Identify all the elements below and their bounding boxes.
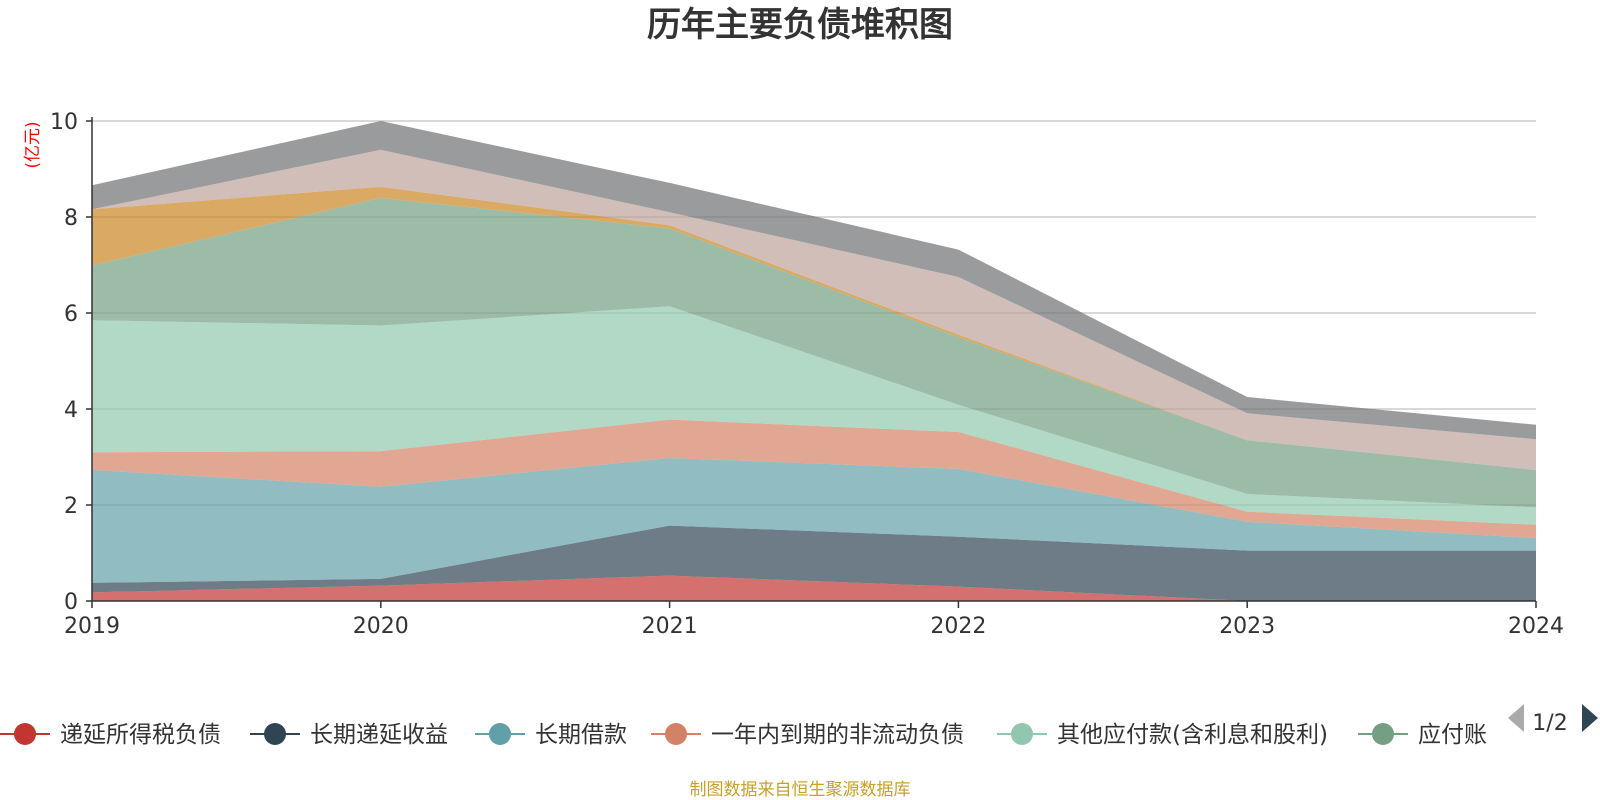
legend-item[interactable]: 一年内到期的非流动负债 bbox=[651, 722, 964, 748]
legend-pager: 1/2 bbox=[1508, 704, 1598, 736]
area-series-3 bbox=[92, 458, 1536, 583]
legend-label: 长期借款 bbox=[535, 722, 627, 748]
legend-marker bbox=[14, 723, 36, 745]
legend-marker bbox=[1011, 723, 1033, 745]
area-series-7 bbox=[92, 186, 1536, 471]
area-series-6 bbox=[92, 197, 1536, 508]
legend-next-arrow-icon[interactable] bbox=[1582, 704, 1598, 732]
area-series-4 bbox=[92, 419, 1536, 539]
legend-marker bbox=[1372, 723, 1394, 745]
legend-marker bbox=[264, 723, 286, 745]
area-series-5 bbox=[92, 306, 1536, 525]
legend-item[interactable]: 应付账 bbox=[1358, 722, 1487, 748]
legend: 递延所得税负债 长期递延收益 长期借款 一年内到期的非流动负债 其他应付款(含利息和股利… bbox=[0, 722, 1487, 748]
x-tick-label: 2019 bbox=[64, 614, 120, 639]
area-series-8 bbox=[92, 149, 1536, 471]
axes bbox=[86, 117, 1537, 608]
legend-label: 其他应付款(含利息和股利) bbox=[1057, 722, 1328, 748]
chart-title: 历年主要负债堆积图 bbox=[647, 5, 953, 45]
x-tick-label: 2022 bbox=[930, 614, 986, 639]
x-tick-label: 2021 bbox=[642, 614, 698, 639]
area-series-2 bbox=[92, 525, 1536, 601]
legend-label: 递延所得税负债 bbox=[60, 722, 221, 748]
y-tick-label: 2 bbox=[64, 494, 78, 519]
data-source-note: 制图数据来自恒生聚源数据库 bbox=[690, 780, 911, 800]
x-tick-label: 2023 bbox=[1219, 614, 1275, 639]
y-tick-label: 10 bbox=[50, 110, 78, 135]
legend-label: 长期递延收益 bbox=[310, 722, 448, 748]
y-axis-unit-label: (亿元) bbox=[23, 121, 43, 168]
legend-item[interactable]: 其他应付款(含利息和股利) bbox=[997, 722, 1328, 748]
y-tick-label: 8 bbox=[64, 206, 78, 231]
x-tick-label: 2020 bbox=[353, 614, 409, 639]
legend-prev-arrow-icon[interactable] bbox=[1508, 704, 1524, 732]
legend-marker bbox=[665, 723, 687, 745]
legend-page-indicator: 1/2 bbox=[1532, 711, 1567, 736]
legend-item[interactable]: 递延所得税负债 bbox=[0, 722, 221, 748]
legend-item[interactable]: 长期递延收益 bbox=[250, 722, 448, 748]
area-series-1 bbox=[92, 575, 1536, 601]
area-series bbox=[92, 121, 1536, 601]
y-tick-label: 6 bbox=[64, 302, 78, 327]
y-tick-label: 4 bbox=[64, 398, 78, 423]
legend-label: 应付账 bbox=[1418, 722, 1487, 748]
legend-item[interactable]: 长期借款 bbox=[475, 722, 627, 748]
x-tick-label: 2024 bbox=[1508, 614, 1564, 639]
y-tick-label: 0 bbox=[64, 590, 78, 615]
legend-marker bbox=[489, 723, 511, 745]
legend-label: 一年内到期的非流动负债 bbox=[711, 722, 964, 748]
tick-labels: 0 2 4 6 8 10 2019 2020 2021 2022 2023 2024 bbox=[50, 110, 1564, 639]
